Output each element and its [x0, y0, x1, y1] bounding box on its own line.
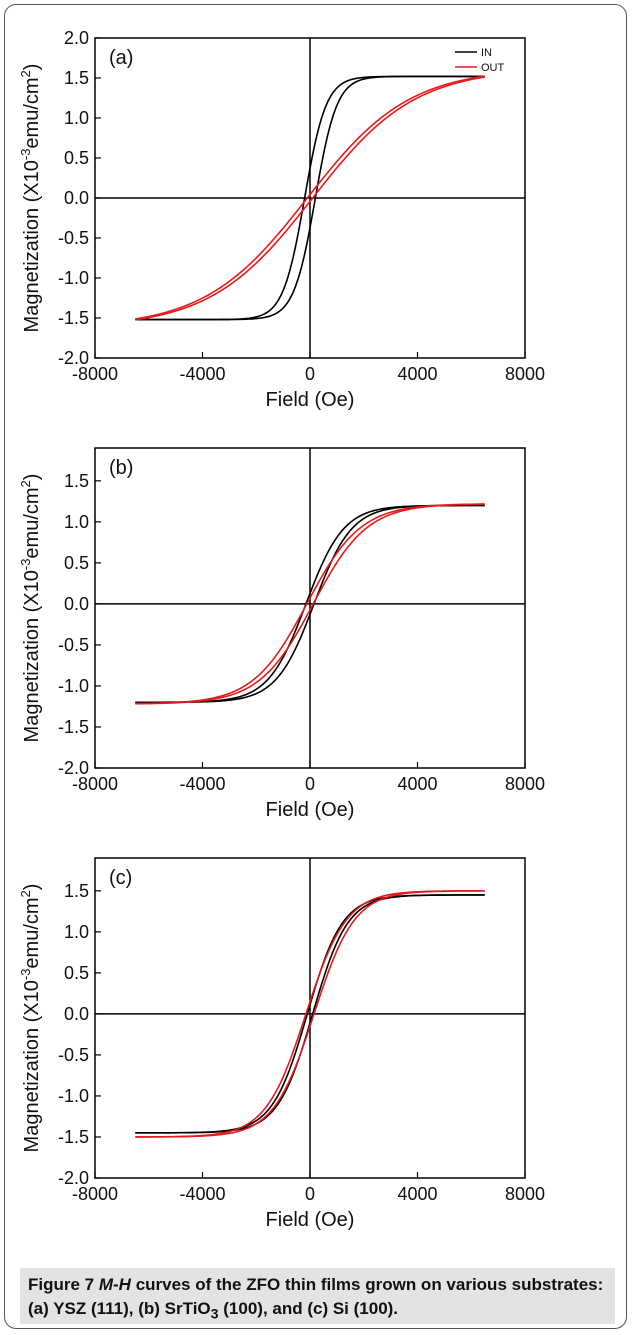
chart-panel-2: -8000 -4000 0 4000 8000 -2.0 -1.5 -1.0 -0.5 0.0 0.…: [18, 447, 545, 821]
y-tick-label: 0.5: [64, 553, 89, 573]
x-tick-label: 4000: [397, 1184, 437, 1204]
series-line-in-descending: [135, 75, 485, 321]
x-tick-label: 0: [305, 1184, 315, 1204]
panel-label: (b): [109, 457, 133, 479]
x-tick-label: -8000: [72, 1184, 118, 1204]
y-axis-label: Magnetization (X10-3emu/cm2): [18, 884, 43, 1153]
y-tick-label: -0.5: [58, 228, 89, 248]
y-tick-label: -2.0: [58, 758, 89, 778]
x-tick-label: 8000: [505, 774, 545, 794]
x-tick-label: 8000: [505, 1184, 545, 1204]
y-tick-label: -1.0: [58, 676, 89, 696]
y-tick-label: -1.5: [58, 1127, 89, 1147]
y-tick-label: 1.5: [64, 68, 89, 88]
y-tick-label: 0.0: [64, 1004, 89, 1024]
x-tick-label: -8000: [72, 364, 118, 384]
legend-label-out: OUT: [481, 62, 505, 74]
caption-text-2: (100), and (c) Si (100).: [218, 1299, 399, 1318]
panel-label: (a): [109, 47, 133, 69]
x-tick-label: -4000: [179, 364, 225, 384]
y-tick-label: -1.5: [58, 308, 89, 328]
y-tick-label: 1.5: [64, 881, 89, 901]
series-line-out-ascending: [135, 76, 485, 321]
y-tick-label: -0.5: [58, 1045, 89, 1065]
caption-sub: 3: [210, 1306, 219, 1323]
x-tick-label: 4000: [397, 364, 437, 384]
y-tick-label: 0.5: [64, 963, 89, 983]
figure-caption: Figure 7 M-H curves of the ZFO thin film…: [28, 1273, 613, 1326]
y-tick-label: -1.0: [58, 268, 89, 288]
x-axis-label: Field (Oe): [266, 799, 355, 821]
x-tick-label: 4000: [397, 774, 437, 794]
y-tick-label: -1.0: [58, 1086, 89, 1106]
series-line-out-descending: [135, 890, 485, 1138]
y-tick-label: 1.5: [64, 471, 89, 491]
y-tick-label: 0.5: [64, 148, 89, 168]
x-tick-label: 8000: [505, 364, 545, 384]
y-tick-label: -2.0: [58, 1168, 89, 1188]
x-tick-label: 0: [305, 364, 315, 384]
caption-mh: M-H: [98, 1275, 131, 1294]
x-tick-label: 0: [305, 774, 315, 794]
caption-label: Figure 7: [28, 1275, 95, 1294]
y-axis-label: Magnetization (X10-3emu/cm2): [18, 474, 43, 743]
panel-label: (c): [109, 867, 132, 889]
x-tick-label: -4000: [179, 774, 225, 794]
caption-background: [20, 1268, 615, 1324]
figure-plots: -8000 -4000 0 4000 8000 -2.0 -1.5 -1.0 -0.5 0.0 0.…: [18, 28, 545, 1231]
figure-frame: [4, 4, 627, 1329]
y-axis-label: Magnetization (X10-3emu/cm2): [18, 64, 43, 333]
y-tick-label: 1.0: [64, 108, 89, 128]
caption-text-1: curves of the ZFO thin films grown on va…: [28, 1275, 604, 1318]
y-tick-label: 0.0: [64, 594, 89, 614]
series-line-out-descending: [135, 503, 485, 705]
y-tick-label: 0.0: [64, 188, 89, 208]
y-tick-label: 2.0: [64, 28, 89, 48]
chart-panel-1: -8000 -4000 0 4000 8000 -2.0 -1.5 -1.0 -0.5 0.0 0.…: [18, 28, 545, 411]
x-tick-label: -8000: [72, 774, 118, 794]
legend-label-in: IN: [481, 47, 492, 59]
y-tick-label: -2.0: [58, 348, 89, 368]
x-axis-label: Field (Oe): [266, 1209, 355, 1231]
y-tick-label: 1.0: [64, 922, 89, 942]
x-tick-label: -4000: [179, 1184, 225, 1204]
series-line-out-descending: [135, 75, 485, 320]
chart-panel-3: -8000 -4000 0 4000 8000 -2.0 -1.5 -1.0 -0.5 0.0 0.…: [18, 857, 545, 1231]
y-tick-label: 1.0: [64, 512, 89, 532]
y-tick-label: -0.5: [58, 635, 89, 655]
x-axis-label: Field (Oe): [266, 389, 355, 411]
series-line-in-descending: [135, 894, 485, 1134]
y-tick-label: -1.5: [58, 717, 89, 737]
